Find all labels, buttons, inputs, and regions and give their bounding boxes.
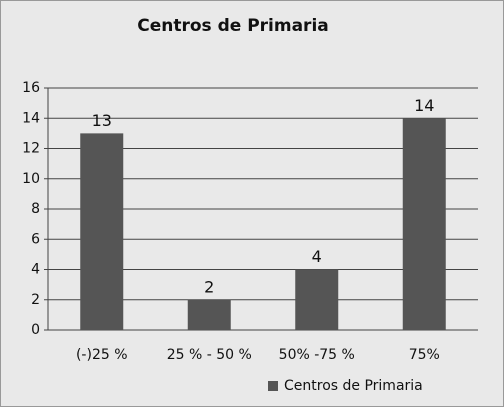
bar bbox=[80, 133, 124, 330]
bar bbox=[295, 269, 339, 330]
y-tick-label: 16 bbox=[22, 80, 40, 96]
bar bbox=[187, 299, 231, 330]
y-tick-label: 10 bbox=[22, 171, 40, 187]
y-tick-label: 6 bbox=[31, 231, 40, 247]
data-label: 13 bbox=[92, 111, 112, 130]
x-tick-label: 75% bbox=[409, 347, 440, 363]
y-tick-label: 12 bbox=[22, 141, 40, 157]
bar bbox=[402, 118, 446, 330]
y-tick-label: 14 bbox=[22, 110, 40, 126]
x-tick-label: 50% -75 % bbox=[279, 347, 355, 363]
data-label: 2 bbox=[204, 277, 214, 296]
y-tick-label: 0 bbox=[31, 322, 40, 338]
x-tick-label: 25 % - 50 % bbox=[167, 347, 252, 363]
legend-label: Centros de Primaria bbox=[284, 378, 423, 394]
legend-swatch bbox=[268, 381, 278, 391]
y-tick-label: 2 bbox=[31, 292, 40, 308]
x-tick-label: (-)25 % bbox=[76, 347, 128, 363]
y-tick-label: 4 bbox=[31, 262, 40, 278]
chart-title: Centros de Primaria bbox=[137, 16, 329, 36]
data-label: 14 bbox=[414, 96, 434, 115]
data-label: 4 bbox=[312, 247, 322, 266]
y-tick-label: 8 bbox=[31, 201, 40, 217]
